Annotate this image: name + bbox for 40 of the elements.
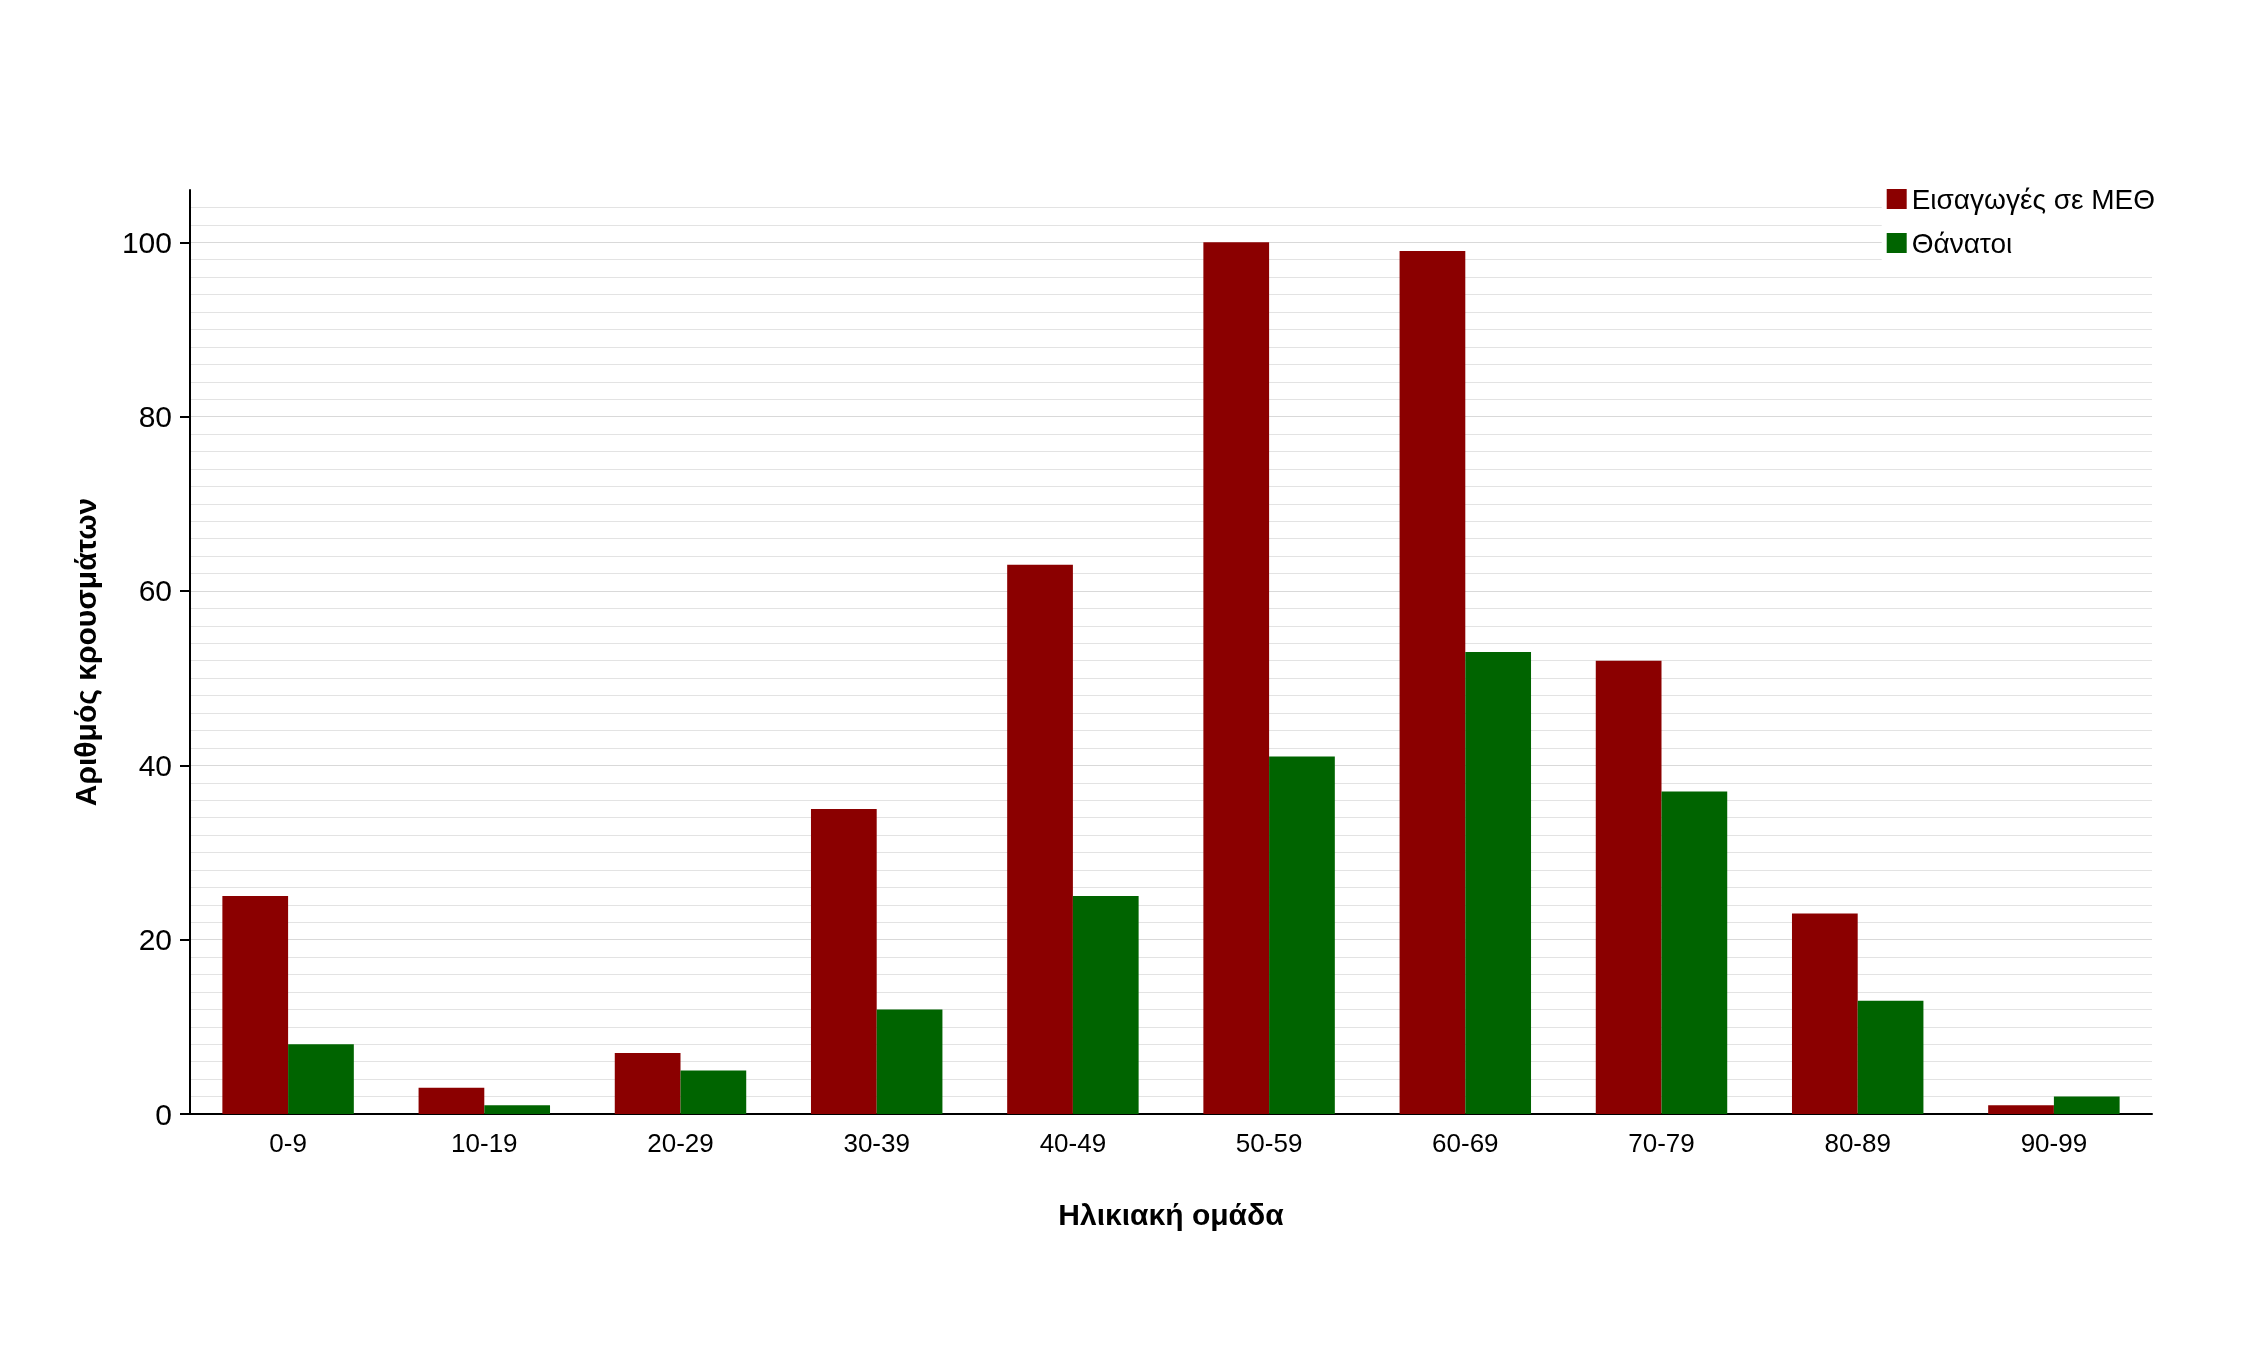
- x-tick-label: 70-79: [1628, 1128, 1695, 1158]
- x-tick-label: 20-29: [647, 1128, 714, 1158]
- x-tick-label: 30-39: [843, 1128, 910, 1158]
- legend-label: Εισαγωγές σε ΜΕΘ: [1911, 183, 2156, 215]
- x-axis-title: Ηλικιακή ομάδα: [1058, 1197, 1285, 1231]
- bar: [484, 1105, 551, 1114]
- y-tick-label: 40: [138, 748, 172, 782]
- bar: [288, 1044, 354, 1114]
- bar: [2053, 1096, 2120, 1114]
- bar: [1072, 896, 1139, 1114]
- y-tick-label: 60: [138, 574, 172, 608]
- x-tick-label: 40-49: [1039, 1128, 1107, 1158]
- bar: [1465, 652, 1532, 1114]
- bar: [1857, 1000, 1924, 1114]
- bar: [680, 1070, 747, 1114]
- bar: [1007, 564, 1073, 1114]
- bar: [418, 1087, 485, 1114]
- bar: [1988, 1105, 2054, 1114]
- bar: [222, 896, 289, 1114]
- bar: [810, 808, 877, 1114]
- y-tick-label: 0: [155, 1097, 172, 1131]
- bar: [1203, 242, 1270, 1114]
- y-tick-label: 20: [138, 923, 172, 957]
- bar: [1595, 660, 1662, 1114]
- y-tick-label: 100: [121, 225, 172, 259]
- x-tick-label: 10-19: [451, 1128, 518, 1158]
- x-tick-label: 60-69: [1432, 1128, 1499, 1158]
- bar: [1269, 756, 1335, 1114]
- x-tick-label: 50-59: [1235, 1128, 1303, 1158]
- bar: [614, 1052, 681, 1114]
- x-tick-label: 80-89: [1824, 1128, 1891, 1158]
- x-tick-label: 0-9: [269, 1128, 307, 1158]
- bar: [876, 1009, 943, 1114]
- legend-label: Θάνατοι: [1911, 227, 2013, 259]
- bar: [1661, 791, 1728, 1114]
- y-tick-label: 80: [138, 400, 172, 434]
- bar: [1791, 913, 1858, 1114]
- x-tick-label: 90-99: [2020, 1128, 2088, 1158]
- y-axis-title: Αριθμός κρουσμάτων: [68, 497, 102, 807]
- bar: [1399, 251, 1466, 1114]
